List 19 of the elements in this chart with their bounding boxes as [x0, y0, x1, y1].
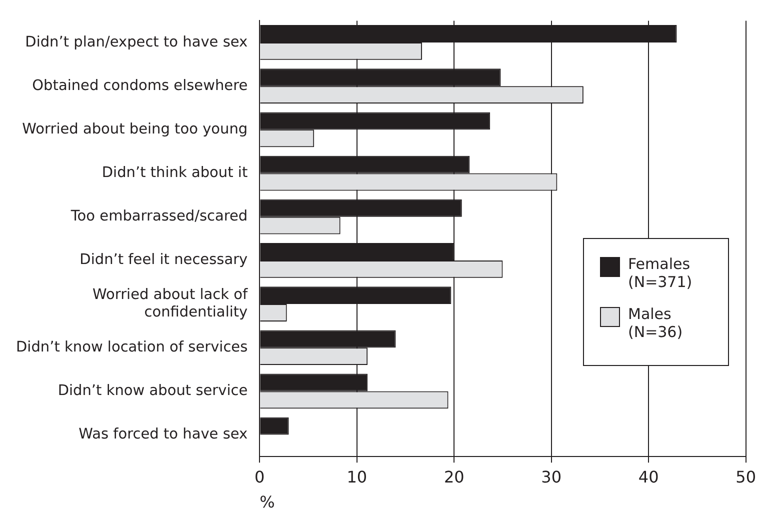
x-tick-label: 40 — [638, 467, 659, 486]
x-tick-label: 20 — [444, 467, 464, 486]
x-tick-label: 50 — [736, 467, 756, 486]
legend-label: Males (N=36) — [628, 305, 684, 341]
y-tick-label: Too embarrassed/scared — [70, 208, 248, 225]
y-tick-label: Worried about lack of confidentiality — [92, 287, 249, 320]
y-tick-label: Didn’t feel it necessary — [80, 252, 248, 268]
x-axis-title: % — [260, 492, 275, 512]
y-tick-label: Didn’t plan/expect to have sex — [25, 34, 248, 50]
x-tick-label: 30 — [541, 467, 562, 486]
y-tick-label: Didn’t know location of services — [16, 339, 248, 356]
y-tick-label: Was forced to have sex — [78, 426, 248, 443]
y-tick-label: Worried about being too young — [22, 121, 248, 138]
y-tick-label: Didn’t think about it — [102, 165, 248, 182]
x-tick-label: 10 — [346, 467, 368, 486]
y-tick-label: Obtained condoms elsewhere — [32, 78, 248, 94]
y-tick-label: Didn’t know about service — [58, 382, 248, 399]
legend-label: Females (N=371) — [628, 255, 694, 291]
x-tick-label: 0 — [254, 467, 265, 486]
